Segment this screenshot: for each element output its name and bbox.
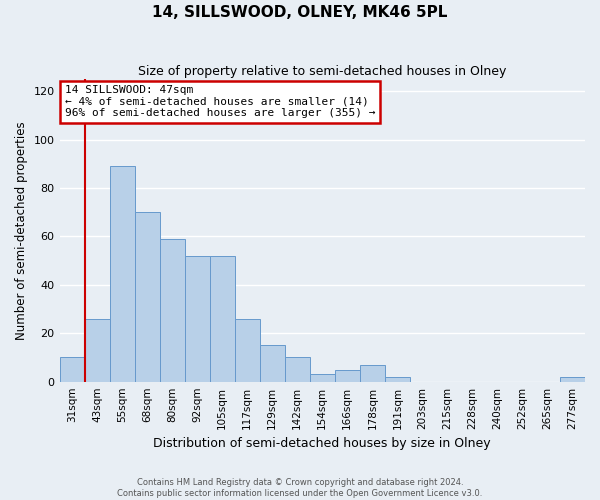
- Text: 14 SILLSWOOD: 47sqm
← 4% of semi-detached houses are smaller (14)
96% of semi-de: 14 SILLSWOOD: 47sqm ← 4% of semi-detache…: [65, 85, 375, 118]
- Bar: [285, 358, 310, 382]
- Title: Size of property relative to semi-detached houses in Olney: Size of property relative to semi-detach…: [138, 65, 506, 78]
- Bar: [110, 166, 134, 382]
- Bar: [160, 239, 185, 382]
- Bar: [209, 256, 235, 382]
- Bar: [310, 374, 335, 382]
- Bar: [59, 358, 85, 382]
- Bar: [185, 256, 209, 382]
- Text: 14, SILLSWOOD, OLNEY, MK46 5PL: 14, SILLSWOOD, OLNEY, MK46 5PL: [152, 5, 448, 20]
- Bar: [335, 370, 360, 382]
- Text: Contains HM Land Registry data © Crown copyright and database right 2024.
Contai: Contains HM Land Registry data © Crown c…: [118, 478, 482, 498]
- Bar: [134, 212, 160, 382]
- Y-axis label: Number of semi-detached properties: Number of semi-detached properties: [15, 121, 28, 340]
- Bar: [360, 364, 385, 382]
- Bar: [385, 377, 410, 382]
- Bar: [260, 346, 285, 382]
- X-axis label: Distribution of semi-detached houses by size in Olney: Distribution of semi-detached houses by …: [154, 437, 491, 450]
- Bar: [85, 319, 110, 382]
- Bar: [560, 377, 585, 382]
- Bar: [235, 319, 260, 382]
